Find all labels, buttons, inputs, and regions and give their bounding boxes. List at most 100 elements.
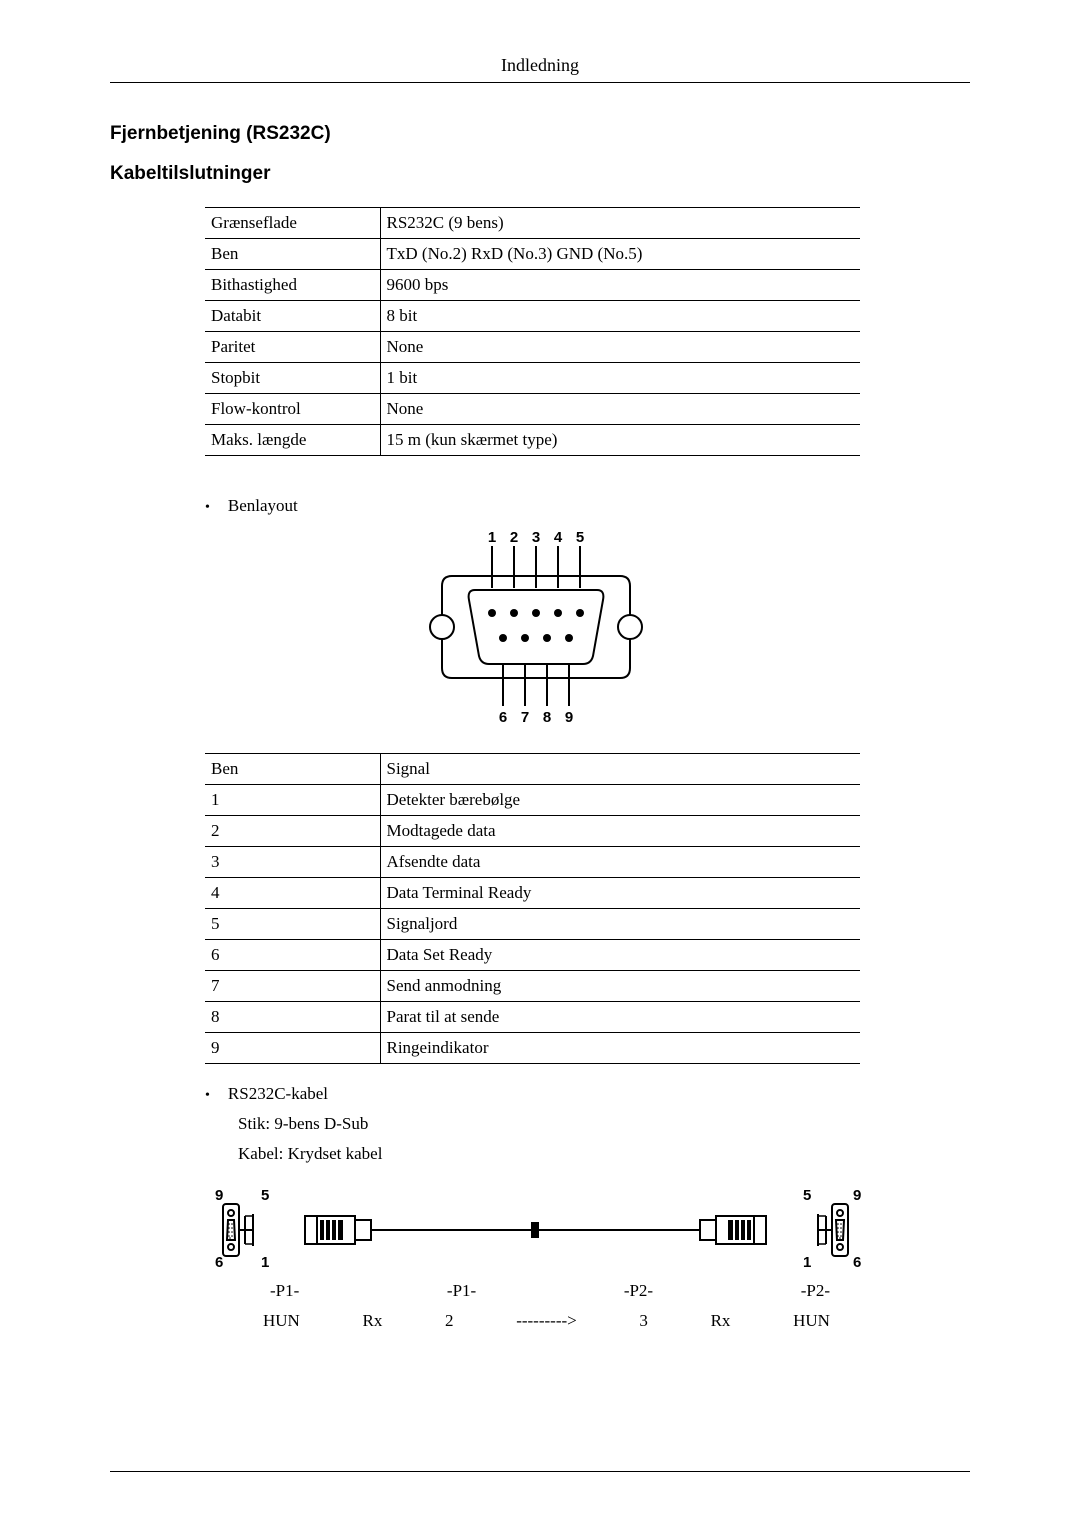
footer-rule <box>110 1471 970 1472</box>
table-row: BenSignal <box>205 754 860 785</box>
spec-label: Flow-kontrol <box>205 394 380 425</box>
svg-text:6: 6 <box>499 709 507 726</box>
signal-pin: 8 <box>205 1002 380 1033</box>
svg-text:1: 1 <box>803 1254 811 1271</box>
cable-label: -P2- <box>801 1281 830 1301</box>
spec-label: Bithastighed <box>205 270 380 301</box>
signal-desc: Detekter bærebølge <box>380 785 860 816</box>
bullet-icon: • <box>205 500 210 516</box>
svg-text:5: 5 <box>803 1187 811 1204</box>
signal-pin: 2 <box>205 816 380 847</box>
signal-pin: 7 <box>205 971 380 1002</box>
spec-value: TxD (No.2) RxD (No.3) GND (No.5) <box>380 239 860 270</box>
spec-label: Maks. længde <box>205 425 380 456</box>
signal-header-ben: Ben <box>205 754 380 785</box>
header-rule <box>110 82 970 83</box>
signal-desc: Signaljord <box>380 909 860 940</box>
cable-diagram: 9 5 6 1 <box>205 1182 970 1277</box>
table-row: 6Data Set Ready <box>205 940 860 971</box>
table-row: Bithastighed9600 bps <box>205 270 860 301</box>
cable-label: -P1- <box>270 1281 299 1301</box>
signal-pin: 4 <box>205 878 380 909</box>
svg-text:7: 7 <box>521 709 529 726</box>
page-header: Indledning <box>110 55 970 76</box>
table-row: 8Parat til at sende <box>205 1002 860 1033</box>
spec-label: Stopbit <box>205 363 380 394</box>
signal-pin: 5 <box>205 909 380 940</box>
spec-value: None <box>380 394 860 425</box>
signal-desc: Send anmodning <box>380 971 860 1002</box>
signal-table: BenSignal1Detekter bærebølge2Modtagede d… <box>205 753 860 1064</box>
cable-label: 3 <box>639 1311 648 1331</box>
cable-label: Rx <box>711 1311 731 1331</box>
signal-desc: Parat til at sende <box>380 1002 860 1033</box>
signal-desc: Modtagede data <box>380 816 860 847</box>
table-row: 2Modtagede data <box>205 816 860 847</box>
table-row: 1Detekter bærebølge <box>205 785 860 816</box>
pin-layout-diagram: 1 2 3 4 5 6 7 8 <box>110 528 970 733</box>
signal-desc: Data Set Ready <box>380 940 860 971</box>
spec-label: Paritet <box>205 332 380 363</box>
signal-pin: 3 <box>205 847 380 878</box>
spec-value: 1 bit <box>380 363 860 394</box>
signal-pin: 6 <box>205 940 380 971</box>
table-row: Stopbit1 bit <box>205 363 860 394</box>
bullet-benlayout-label: Benlayout <box>228 496 298 516</box>
svg-text:9: 9 <box>853 1187 861 1204</box>
svg-text:4: 4 <box>554 529 563 546</box>
svg-text:5: 5 <box>576 529 584 546</box>
signal-desc: Data Terminal Ready <box>380 878 860 909</box>
cable-labels-row2: HUN Rx 2 ---------> 3 Rx HUN <box>205 1311 860 1331</box>
cable-label: ---------> <box>516 1311 577 1331</box>
sub-heading: Kabeltilslutninger <box>110 163 970 185</box>
cable-text-kabel: Kabel: Krydset kabel <box>238 1144 970 1164</box>
svg-text:8: 8 <box>543 709 551 726</box>
svg-text:5: 5 <box>261 1187 269 1204</box>
cable-label: -P1- <box>447 1281 476 1301</box>
cable-label: HUN <box>793 1311 830 1331</box>
svg-text:1: 1 <box>488 529 496 546</box>
svg-text:3: 3 <box>532 529 540 546</box>
table-row: Databit8 bit <box>205 301 860 332</box>
main-heading: Fjernbetjening (RS232C) <box>110 123 970 145</box>
table-row: 4Data Terminal Ready <box>205 878 860 909</box>
signal-pin: 1 <box>205 785 380 816</box>
table-row: 9Ringeindikator <box>205 1033 860 1064</box>
cable-labels-row1: -P1- -P1- -P2- -P2- <box>205 1281 860 1301</box>
signal-header-signal: Signal <box>380 754 860 785</box>
table-row: Flow-kontrolNone <box>205 394 860 425</box>
spec-label: Grænseflade <box>205 208 380 239</box>
svg-text:2: 2 <box>510 529 518 546</box>
cable-label: -P2- <box>624 1281 653 1301</box>
svg-text:9: 9 <box>565 709 573 726</box>
spec-table: GrænsefladeRS232C (9 bens)BenTxD (No.2) … <box>205 207 860 456</box>
cable-text-stik: Stik: 9-bens D-Sub <box>238 1114 970 1134</box>
bullet-rs232c-cable: • RS232C-kabel <box>205 1084 970 1104</box>
cable-label: Rx <box>363 1311 383 1331</box>
spec-value: 8 bit <box>380 301 860 332</box>
cable-label: HUN <box>263 1311 300 1331</box>
spec-value: None <box>380 332 860 363</box>
svg-text:6: 6 <box>215 1254 223 1271</box>
cable-label: 2 <box>445 1311 454 1331</box>
bullet-icon: • <box>205 1088 210 1104</box>
spec-label: Ben <box>205 239 380 270</box>
spec-value: RS232C (9 bens) <box>380 208 860 239</box>
svg-text:9: 9 <box>215 1187 223 1204</box>
svg-text:1: 1 <box>261 1254 269 1271</box>
bullet-benlayout: • Benlayout <box>205 496 970 516</box>
table-row: BenTxD (No.2) RxD (No.3) GND (No.5) <box>205 239 860 270</box>
signal-desc: Ringeindikator <box>380 1033 860 1064</box>
signal-pin: 9 <box>205 1033 380 1064</box>
table-row: ParitetNone <box>205 332 860 363</box>
table-row: 5Signaljord <box>205 909 860 940</box>
table-row: GrænsefladeRS232C (9 bens) <box>205 208 860 239</box>
svg-text:6: 6 <box>853 1254 861 1271</box>
table-row: 7Send anmodning <box>205 971 860 1002</box>
cable-labels: -P1- -P1- -P2- -P2- HUN Rx 2 ---------> 3 Rx HUN <box>205 1281 860 1331</box>
bullet-rs232c-label: RS232C-kabel <box>228 1084 328 1104</box>
table-row: Maks. længde15 m (kun skærmet type) <box>205 425 860 456</box>
spec-value: 9600 bps <box>380 270 860 301</box>
spec-label: Databit <box>205 301 380 332</box>
spec-value: 15 m (kun skærmet type) <box>380 425 860 456</box>
